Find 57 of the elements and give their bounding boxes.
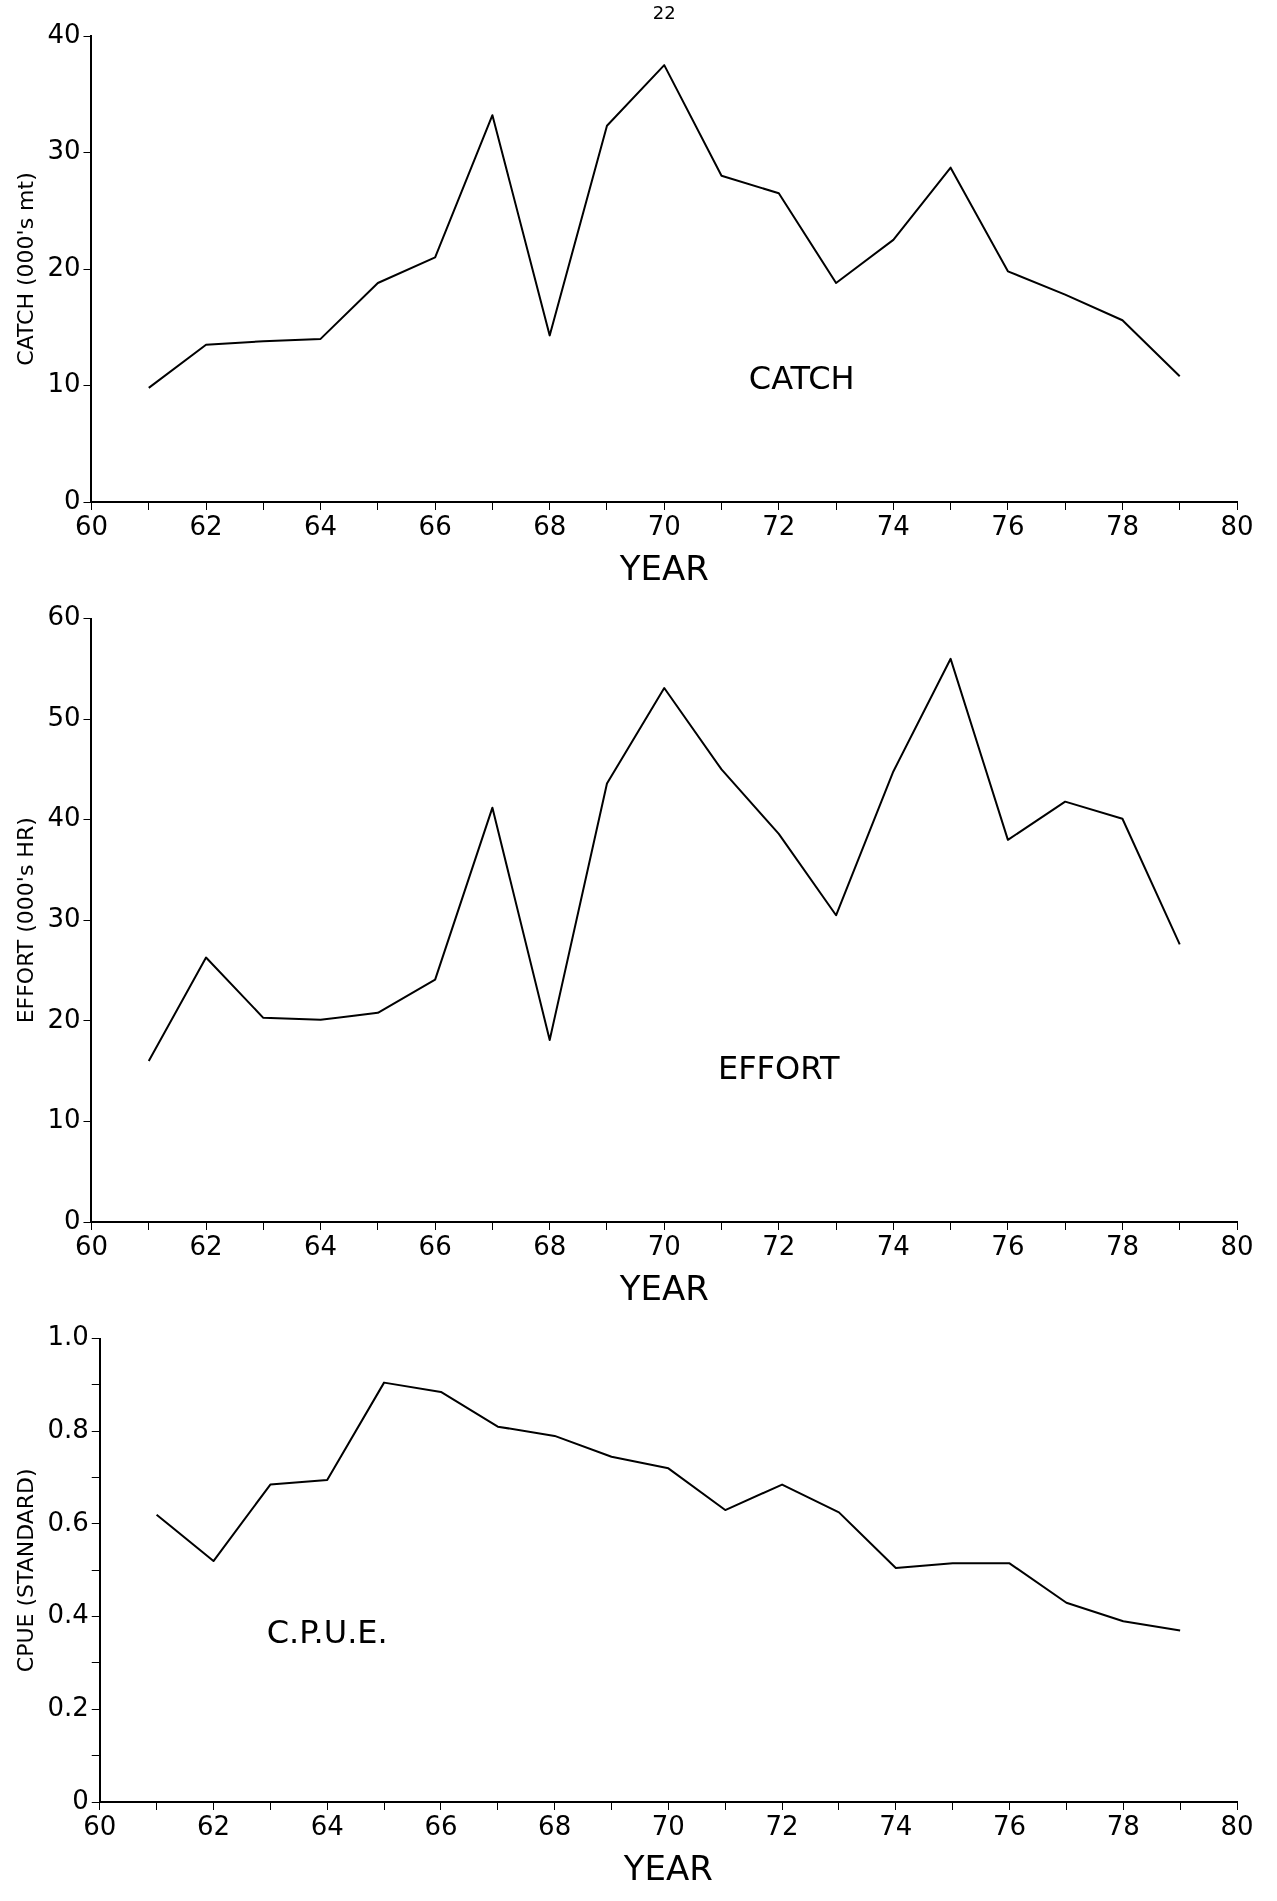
x-tick-label: 70 <box>647 511 681 542</box>
y-tick-label: 20 <box>47 1003 81 1034</box>
y-axis-title: CATCH (000's mt) <box>12 172 38 366</box>
y-tick-label: 10 <box>47 368 81 399</box>
x-tick-label: 68 <box>538 1811 572 1842</box>
x-tick-label: 72 <box>765 1811 799 1842</box>
annotation: EFFORT <box>717 1049 841 1088</box>
x-tick-label: 64 <box>304 511 338 542</box>
text: 22 <box>652 1 676 23</box>
x-tick-label: 80 <box>1220 1811 1254 1842</box>
x-tick-label: 66 <box>418 1231 452 1262</box>
x-tick-label: 80 <box>1220 1231 1254 1262</box>
x-tick-label: 76 <box>993 1811 1027 1842</box>
x-tick-label: 66 <box>424 1811 458 1842</box>
x-tick-label: 68 <box>533 511 567 542</box>
x-tick-label: 62 <box>189 1231 223 1262</box>
y-tick-label: 20 <box>47 251 81 282</box>
x-tick-label: 76 <box>991 511 1025 542</box>
x-axis-title: YEAR <box>622 1848 713 1889</box>
y-tick-label: 1.0 <box>47 1321 89 1352</box>
y-tick-label: 40 <box>47 18 81 49</box>
y-tick-label: 30 <box>47 135 81 166</box>
x-tick-label: 68 <box>533 1231 567 1262</box>
x-tick-label: 78 <box>1105 1231 1139 1262</box>
x-tick-label: 74 <box>879 1811 913 1842</box>
annotation: C.P.U.E. <box>266 1613 388 1652</box>
x-axis-title: YEAR <box>618 1268 709 1309</box>
y-tick-label: 0.6 <box>47 1506 89 1537</box>
x-tick-label: 78 <box>1106 1811 1140 1842</box>
y-tick-label: 40 <box>47 802 81 833</box>
y-tick-label: 50 <box>47 701 81 732</box>
x-tick-label: 72 <box>762 1231 796 1262</box>
annotation: CATCH <box>748 359 855 398</box>
y-tick-label: 0 <box>63 484 81 515</box>
y-tick-label: 0.2 <box>47 1692 89 1723</box>
x-tick-label: 64 <box>304 1231 338 1262</box>
x-tick-label: 72 <box>762 511 796 542</box>
y-axis-title: CPUE (STANDARD) <box>12 1468 38 1673</box>
x-tick-label: 76 <box>991 1231 1025 1262</box>
x-tick-label: 66 <box>418 511 452 542</box>
x-tick-label: 70 <box>651 1811 685 1842</box>
x-tick-label: 64 <box>310 1811 344 1842</box>
y-axis-title: EFFORT (000's HR) <box>12 817 38 1024</box>
y-tick-label: 30 <box>47 903 81 934</box>
y-tick-label: 0.4 <box>47 1599 89 1630</box>
x-axis-title: YEAR <box>618 548 709 589</box>
x-tick-label: 74 <box>876 511 910 542</box>
x-tick-label: 78 <box>1105 511 1139 542</box>
y-tick-label: 60 <box>47 601 81 632</box>
x-tick-label: 62 <box>196 1811 231 1842</box>
x-tick-label: 62 <box>189 511 223 542</box>
x-tick-label: 70 <box>647 1231 681 1262</box>
y-tick-label: 0 <box>63 1204 81 1235</box>
y-tick-label: 0.8 <box>47 1414 89 1445</box>
x-tick-label: 74 <box>876 1231 910 1262</box>
y-tick-label: 10 <box>47 1104 81 1135</box>
x-tick-label: 80 <box>1220 511 1254 542</box>
